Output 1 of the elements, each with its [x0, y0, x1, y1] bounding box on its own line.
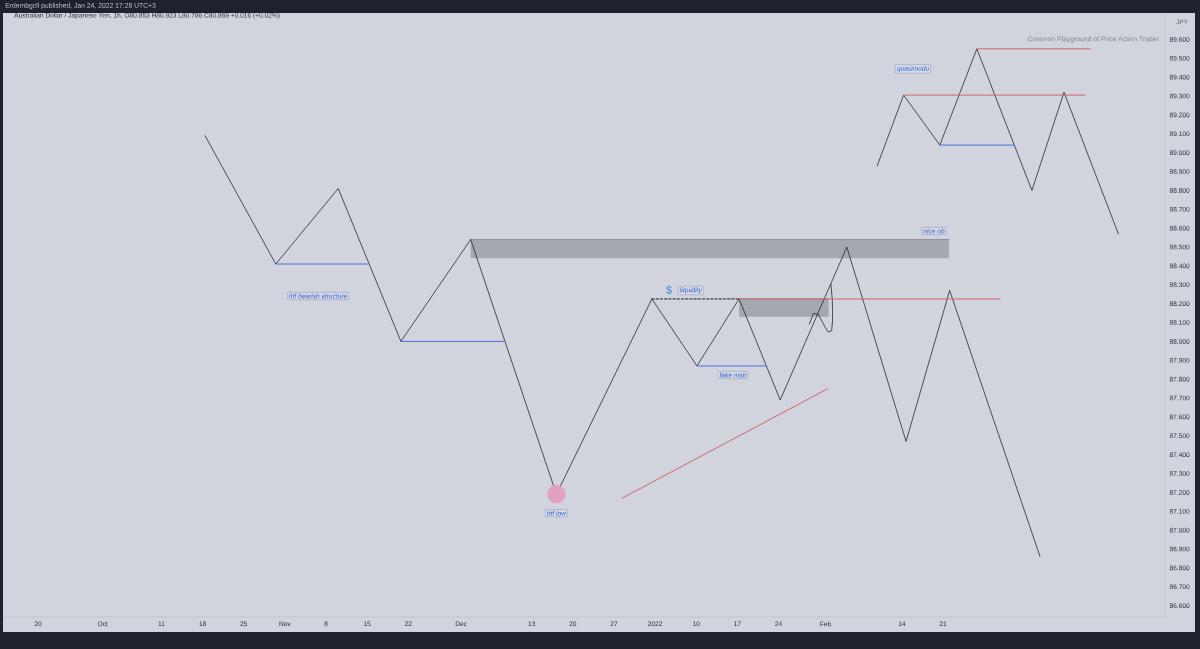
annotation: $ — [666, 285, 672, 295]
